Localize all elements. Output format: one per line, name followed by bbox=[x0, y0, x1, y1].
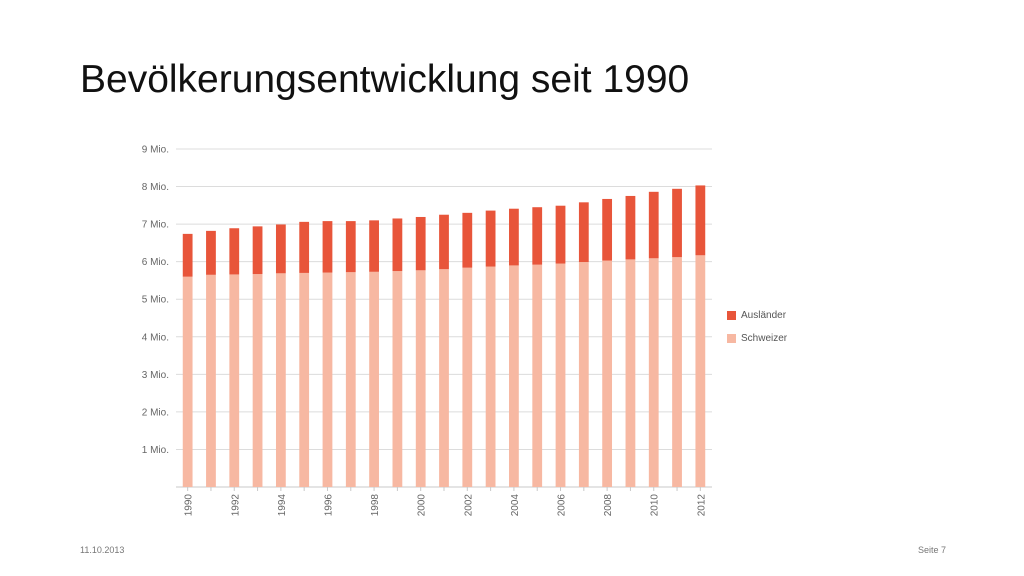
x-tick-label: 1998 bbox=[370, 494, 381, 517]
legend-swatch-auslaender bbox=[727, 310, 736, 320]
bar-schweizer-2004 bbox=[509, 265, 519, 487]
bar-auslaender-2009 bbox=[625, 195, 636, 260]
bar-auslaender-1995 bbox=[299, 221, 310, 273]
footer-page-number: Seite 7 bbox=[917, 545, 946, 555]
y-axis-tick-labels: 1 Mio. 2 Mio. 3 Mio. 4 Mio. 5 Mio. 6 Mio. 7 Mi… bbox=[142, 145, 169, 456]
bar-auslaender-2005 bbox=[532, 207, 543, 265]
legend-item-auslaender: Ausländer bbox=[727, 309, 787, 321]
legend-label-schweizer: Schweizer bbox=[741, 332, 788, 344]
bar-schweizer-1992 bbox=[229, 274, 240, 487]
bar-auslaender-1992 bbox=[229, 228, 240, 275]
x-tick-label: 2008 bbox=[603, 494, 614, 517]
x-tick-label: 2010 bbox=[650, 494, 661, 517]
bar-auslaender-2002 bbox=[462, 212, 473, 268]
x-tick-label: 1990 bbox=[184, 494, 195, 517]
bar-auslaender-2008 bbox=[602, 198, 613, 261]
x-tick-label: 2002 bbox=[463, 494, 474, 517]
y-tick-label: 9 Mio. bbox=[142, 145, 169, 156]
legend-item-schweizer: Schweizer bbox=[727, 332, 787, 344]
bar-schweizer-2000 bbox=[415, 270, 426, 487]
x-tick-label: 2004 bbox=[510, 494, 521, 517]
y-tick-label: 7 Mio. bbox=[142, 220, 169, 231]
chart-bars bbox=[182, 185, 706, 487]
bar-auslaender-1997 bbox=[345, 221, 356, 273]
x-tick-label: 1996 bbox=[323, 494, 334, 517]
y-tick-label: 5 Mio. bbox=[142, 295, 169, 306]
bar-auslaender-2004 bbox=[509, 208, 519, 266]
x-tick-label: 2012 bbox=[696, 494, 707, 517]
bar-schweizer-1998 bbox=[369, 271, 379, 487]
bar-schweizer-2008 bbox=[602, 260, 613, 487]
bar-auslaender-2006 bbox=[555, 205, 566, 264]
bar-auslaender-2000 bbox=[415, 216, 426, 271]
bar-schweizer-2011 bbox=[672, 257, 682, 487]
bar-schweizer-2002 bbox=[462, 267, 473, 487]
slide-title: Bevölkerungsentwicklung seit 1990 bbox=[80, 58, 690, 101]
bar-auslaender-2012 bbox=[695, 185, 706, 256]
bar-schweizer-1994 bbox=[275, 273, 286, 487]
bar-auslaender-1996 bbox=[322, 221, 333, 273]
bar-schweizer-1996 bbox=[322, 272, 333, 487]
bar-auslaender-1991 bbox=[206, 230, 216, 275]
bar-auslaender-2003 bbox=[485, 210, 496, 267]
footer-date: 11.10.2013 bbox=[80, 545, 125, 555]
bar-auslaender-1998 bbox=[369, 220, 379, 272]
bar-schweizer-2006 bbox=[555, 263, 566, 487]
bar-schweizer-2001 bbox=[439, 269, 449, 487]
bar-schweizer-2009 bbox=[625, 259, 636, 487]
bar-auslaender-1990 bbox=[182, 233, 193, 277]
bar-schweizer-2005 bbox=[532, 264, 543, 487]
y-tick-label: 1 Mio. bbox=[142, 445, 169, 456]
x-tick-label: 2006 bbox=[557, 494, 568, 517]
y-tick-label: 3 Mio. bbox=[142, 370, 169, 381]
x-tick-label: 2000 bbox=[417, 494, 428, 517]
bar-auslaender-2010 bbox=[648, 191, 659, 259]
bar-schweizer-1993 bbox=[252, 274, 263, 487]
bar-auslaender-1994 bbox=[275, 224, 286, 274]
bar-schweizer-1997 bbox=[345, 272, 356, 487]
bar-schweizer-2010 bbox=[648, 258, 659, 487]
bar-auslaender-1993 bbox=[252, 226, 263, 275]
legend-label-auslaender: Ausländer bbox=[741, 309, 787, 321]
bar-schweizer-1990 bbox=[182, 276, 193, 487]
y-tick-label: 6 Mio. bbox=[142, 257, 169, 268]
bar-auslaender-2007 bbox=[578, 202, 589, 263]
x-axis-tick-labels: 1990 1992 1994 1996 1998 2000 2002 2004 2006 2008… bbox=[184, 487, 707, 517]
bar-auslaender-2001 bbox=[439, 214, 449, 270]
bar-schweizer-1999 bbox=[392, 271, 403, 487]
y-tick-label: 4 Mio. bbox=[142, 332, 169, 343]
bar-auslaender-1999 bbox=[392, 218, 403, 272]
legend-swatch-schweizer bbox=[727, 333, 736, 343]
y-tick-label: 2 Mio. bbox=[142, 407, 169, 418]
bar-schweizer-2003 bbox=[485, 266, 496, 487]
y-tick-label: 8 Mio. bbox=[142, 182, 169, 193]
bar-schweizer-2007 bbox=[578, 262, 589, 487]
bar-schweizer-2012 bbox=[695, 255, 706, 487]
bar-schweizer-1995 bbox=[299, 272, 310, 487]
bar-schweizer-1991 bbox=[206, 274, 216, 487]
x-tick-label: 1994 bbox=[277, 494, 288, 517]
chart-legend: Ausländer Schweizer bbox=[727, 309, 787, 355]
x-tick-label: 1992 bbox=[230, 494, 241, 517]
bar-auslaender-2011 bbox=[672, 188, 682, 258]
